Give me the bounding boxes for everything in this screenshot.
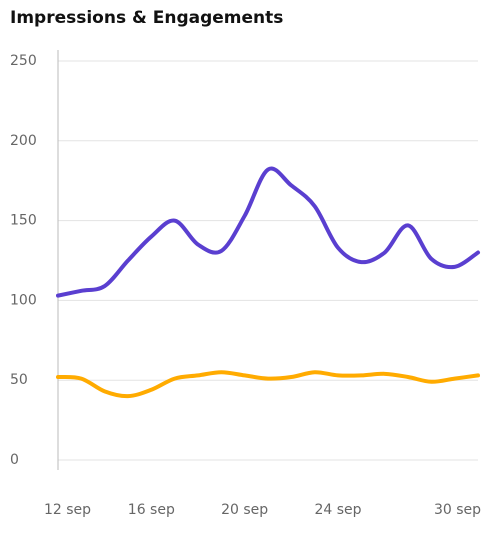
chart-title: Impressions & Engagements: [10, 8, 283, 28]
x-tick-label: 12 sep: [44, 502, 91, 518]
x-tick-label: 30 sep: [434, 502, 481, 518]
y-tick-label: 200: [10, 133, 37, 149]
line-series: [56, 370, 480, 399]
y-tick-label: 150: [10, 213, 37, 229]
y-tick-label: 50: [10, 372, 28, 388]
y-tick-label: 250: [10, 53, 37, 69]
y-tick-label: 0: [10, 452, 19, 468]
y-tick-label: 100: [10, 292, 37, 308]
x-tick-label: 16 sep: [128, 502, 175, 518]
line-series: [56, 166, 480, 298]
x-tick-label: 20 sep: [221, 502, 268, 518]
x-tick-label: 24 sep: [314, 502, 361, 518]
